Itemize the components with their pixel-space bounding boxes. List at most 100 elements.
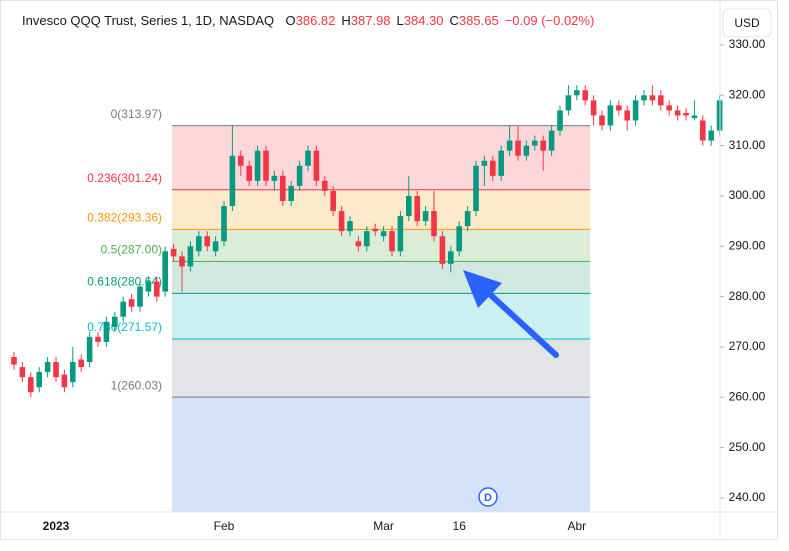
candle-body: [515, 140, 521, 156]
fib-label: 0.236(301.24): [87, 171, 162, 185]
event-marker[interactable]: [478, 487, 498, 507]
y-tick-label: 240.00: [729, 490, 766, 504]
ohlc-key: H: [341, 13, 350, 28]
y-tick-label: 270.00: [729, 339, 766, 353]
candle-body: [380, 231, 387, 237]
fib-label: 0.382(293.36): [87, 211, 162, 225]
candle-body: [78, 359, 84, 368]
candle-body: [355, 241, 362, 247]
candle-body: [624, 110, 630, 121]
candle-body: [473, 165, 479, 212]
candle-body: [145, 281, 152, 292]
candle-body: [641, 95, 647, 101]
candle-body: [439, 236, 446, 264]
candle-body: [229, 155, 236, 207]
fib-label: 0(313.97): [111, 107, 162, 121]
candle-body: [422, 211, 429, 222]
ohlc-key: C: [450, 13, 459, 28]
candle-body: [389, 231, 395, 252]
change: −0.09 (−0.02%): [505, 13, 595, 28]
candle-body: [431, 211, 437, 237]
candle-body: [137, 286, 143, 307]
candle-body: [53, 362, 59, 378]
currency-label[interactable]: USD: [734, 16, 760, 30]
candle-body: [28, 377, 34, 393]
candle-body: [280, 175, 286, 201]
candle-body: [204, 236, 210, 247]
x-tick-label: Abr: [567, 519, 586, 533]
candle-body: [347, 221, 353, 232]
ohlc-key: L: [397, 13, 404, 28]
candle-body: [170, 248, 177, 257]
candle-body: [221, 206, 227, 242]
candle-body: [246, 165, 252, 181]
candle-body: [590, 100, 597, 116]
candle-body: [557, 110, 563, 131]
fib-band: [172, 261, 590, 294]
candle-body: [490, 160, 496, 176]
arrow: [463, 270, 559, 358]
candle-body: [322, 180, 328, 191]
candle-body: [574, 90, 580, 96]
candle-body: [120, 301, 126, 317]
candle-body: [179, 256, 185, 267]
candle-body: [464, 211, 471, 227]
y-tick-label: 310.00: [729, 138, 766, 152]
candle-body: [19, 367, 26, 378]
y-tick-label: 250.00: [729, 440, 766, 454]
header: Invesco QQQ Trust, Series 1, 1D, NASDAQ …: [22, 13, 594, 28]
candle-body: [330, 190, 336, 212]
candle-body: [683, 112, 689, 116]
x-tick-label: Mar: [373, 519, 394, 533]
candle-body: [61, 374, 68, 388]
ohlc-value: 384.30: [404, 13, 444, 28]
candle-body: [112, 316, 118, 327]
candle-body: [406, 195, 412, 217]
candle-body: [86, 336, 93, 363]
fib-band: [172, 339, 590, 398]
ohlc-key: O: [285, 13, 295, 28]
candle-body: [506, 140, 513, 151]
candle-body: [481, 160, 488, 166]
fib-band: [172, 189, 590, 230]
candle-body: [70, 362, 76, 383]
candle-body: [154, 281, 160, 297]
candles: [11, 85, 723, 398]
candle-body: [599, 115, 605, 126]
candle-body: [296, 165, 303, 186]
candle-body: [212, 241, 219, 252]
x-tick-label: 2023: [43, 519, 70, 533]
candle-body: [607, 105, 614, 126]
candle-body: [187, 246, 194, 267]
ohlc-value: 387.98: [351, 13, 391, 28]
arrow-head: [463, 270, 502, 308]
candle-body: [305, 150, 311, 166]
candle-body: [254, 150, 261, 181]
ohlc-value: 385.65: [459, 13, 499, 28]
candle-body: [128, 299, 135, 307]
symbol: Invesco QQQ Trust, Series 1, 1D, NASDAQ: [22, 13, 274, 28]
fib-label: 0.618(280.64): [87, 275, 162, 289]
candle-body: [616, 105, 622, 111]
x-tick-label: 16: [453, 519, 467, 533]
fib-label: 0.5(287.00): [101, 243, 162, 257]
candle-body: [95, 336, 101, 342]
candle-body: [196, 236, 202, 252]
candle-body: [44, 362, 51, 373]
event-marker-label[interactable]: D: [484, 492, 492, 504]
candle-body: [498, 150, 504, 176]
candle-body: [674, 110, 681, 116]
y-tick-label: 330.00: [729, 37, 766, 51]
candle-body: [103, 321, 110, 342]
candle-body: [708, 130, 714, 141]
ohlc-value: 386.82: [296, 13, 336, 28]
currency-button[interactable]: [722, 8, 772, 38]
candle-body: [582, 90, 588, 101]
fib-band: [172, 397, 590, 512]
candle-body: [448, 251, 454, 264]
y-tick-label: 260.00: [729, 389, 766, 403]
arrow-shaft: [480, 285, 559, 358]
candle-body: [372, 228, 378, 232]
x-tick-label: Feb: [214, 519, 235, 533]
candle-body: [456, 226, 462, 252]
